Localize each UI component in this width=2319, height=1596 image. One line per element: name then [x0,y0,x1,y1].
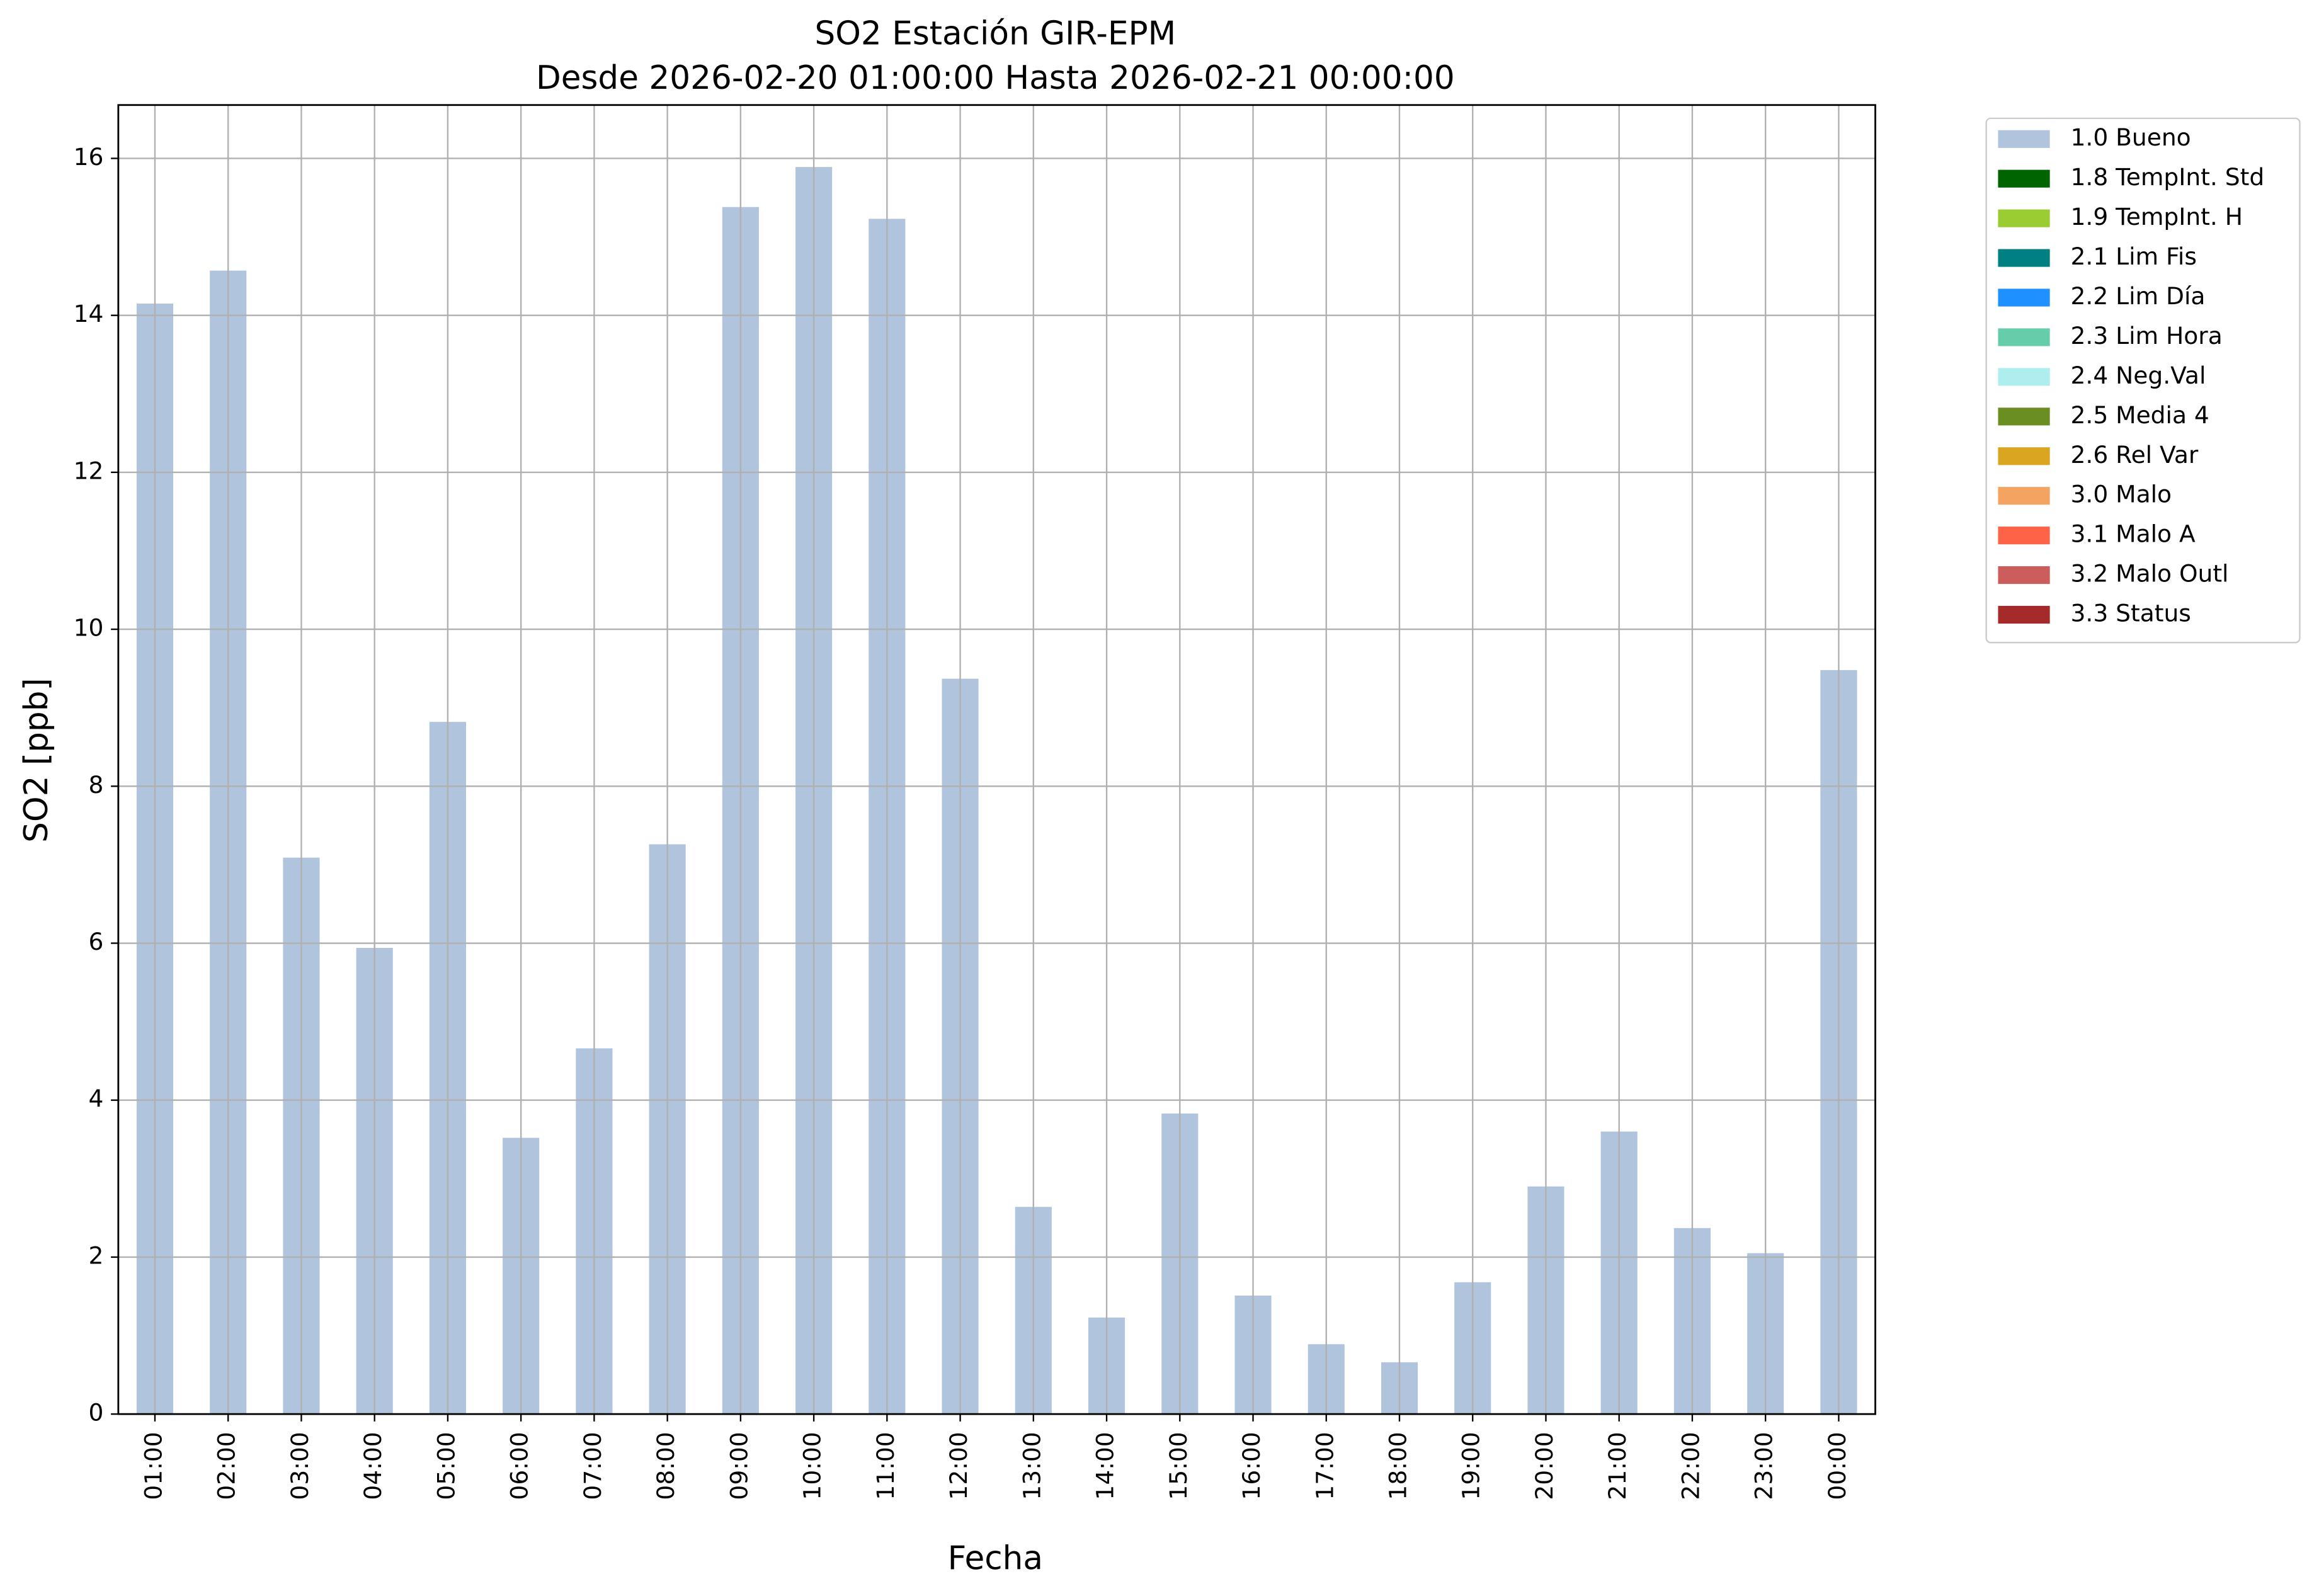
x-tick-label: 12:00 [945,1432,972,1500]
legend-swatch [1998,130,2050,148]
x-tick-label: 04:00 [359,1432,387,1500]
legend-label: 3.1 Malo A [2071,520,2196,548]
x-tick-label: 07:00 [579,1432,607,1500]
x-tick-label: 16:00 [1238,1432,1265,1500]
x-axis-label: Fecha [948,1540,1043,1578]
y-tick-label: 4 [88,1085,103,1112]
x-tick-label: 11:00 [872,1432,899,1500]
y-tick-label: 12 [74,457,104,484]
x-tick-label: 14:00 [1091,1432,1119,1500]
y-tick-label: 6 [88,928,103,955]
x-tick-label: 23:00 [1750,1432,1778,1500]
chart-subtitle: Desde 2026-02-20 01:00:00 Hasta 2026-02-… [536,59,1455,97]
x-tick-label: 09:00 [725,1432,753,1500]
legend-label: 2.4 Neg.Val [2071,362,2206,389]
x-tick-label: 01:00 [139,1432,167,1500]
x-tick-label: 22:00 [1677,1432,1704,1500]
legend-swatch [1998,566,2050,584]
legend-label: 2.5 Media 4 [2071,401,2209,429]
legend-swatch [1998,487,2050,505]
x-tick-label: 02:00 [213,1432,241,1500]
legend-swatch [1998,169,2050,188]
legend-label: 2.6 Rel Var [2071,441,2199,469]
legend-label: 3.2 Malo Outl [2071,560,2229,588]
legend-label: 1.9 TempInt. H [2071,203,2243,231]
legend-label: 2.2 Lim Día [2071,282,2206,310]
legend-label: 2.3 Lim Hora [2071,322,2223,350]
y-tick-label: 8 [88,771,103,799]
legend-swatch [1998,288,2050,307]
x-tick-label: 00:00 [1823,1432,1851,1500]
x-tick-label: 06:00 [506,1432,533,1500]
x-tick-label: 17:00 [1311,1432,1338,1500]
legend-label: 3.0 Malo [2071,481,2172,508]
legend-swatch [1998,447,2050,465]
legend-label: 1.8 TempInt. Std [2071,163,2265,191]
y-axis-label: SO2 [ppb] [18,678,55,842]
legend-swatch [1998,209,2050,227]
x-tick-label: 19:00 [1457,1432,1485,1500]
y-tick-label: 10 [74,614,104,642]
x-tick-label: 15:00 [1165,1432,1192,1500]
x-tick-label: 10:00 [799,1432,826,1500]
y-tick-label: 2 [88,1241,103,1269]
x-tick-label: 21:00 [1604,1432,1631,1500]
legend-swatch [1998,249,2050,267]
y-tick-label: 0 [88,1399,103,1427]
chart-title: SO2 Estación GIR-EPM [814,14,1176,52]
x-tick-label: 03:00 [286,1432,314,1500]
y-tick-label: 14 [74,300,104,328]
legend-swatch [1998,328,2050,346]
legend-label: 2.1 Lim Fis [2071,242,2197,270]
x-tick-label: 20:00 [1530,1432,1558,1500]
legend-swatch [1998,527,2050,545]
x-tick-label: 08:00 [652,1432,680,1500]
x-tick-label: 13:00 [1018,1432,1046,1500]
y-tick-label: 16 [74,143,104,171]
plot-frame [117,104,1876,1415]
x-tick-label: 05:00 [432,1432,460,1500]
legend-swatch [1998,408,2050,426]
legend-label: 1.0 Bueno [2071,123,2191,151]
legend-label: 3.3 Status [2071,600,2191,627]
x-tick-label: 18:00 [1384,1432,1411,1500]
legend-box [1985,117,2301,644]
legend-swatch [1998,605,2050,624]
legend-swatch [1998,368,2050,386]
